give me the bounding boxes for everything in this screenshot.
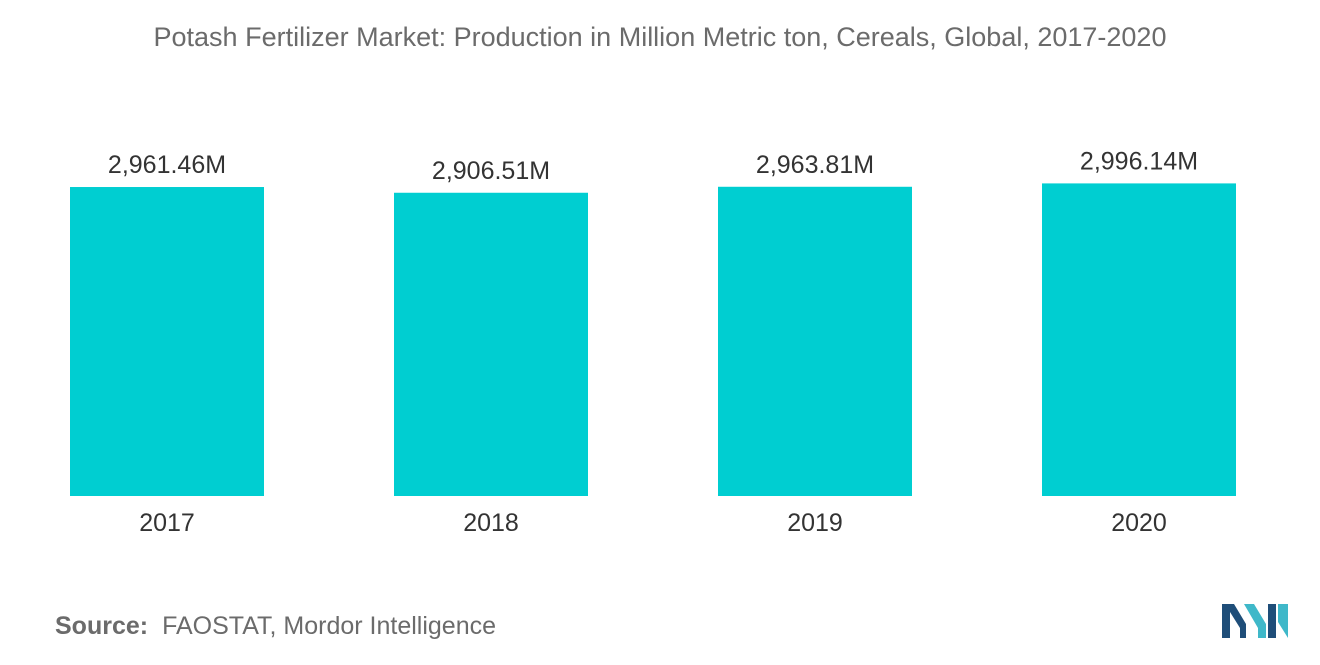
bar-chart: 2,961.46M 2017 2,906.51M 2018 2,963.81M 2019 2… bbox=[70, 147, 1236, 537]
source-text: FAOSTAT, Mordor Intelligence bbox=[162, 612, 497, 640]
x-tick-label-2019: 2019 bbox=[787, 509, 843, 537]
x-tick-label-2020: 2020 bbox=[1111, 509, 1167, 537]
source-note: Source: FAOSTAT, Mordor Intelligence bbox=[55, 612, 496, 641]
value-label-2017: 2,961.46M bbox=[108, 151, 226, 179]
chart-title: Potash Fertilizer Market: Production in … bbox=[153, 22, 1167, 52]
bars-layer bbox=[70, 183, 1236, 497]
bar-2020 bbox=[1042, 183, 1236, 497]
value-label-2018: 2,906.51M bbox=[432, 157, 550, 185]
value-label-2019: 2,963.81M bbox=[756, 151, 874, 179]
x-tick-label-2018: 2018 bbox=[463, 509, 519, 537]
source-label: Source: bbox=[55, 612, 149, 640]
bar-2018 bbox=[394, 192, 588, 496]
x-tick-label-2017: 2017 bbox=[139, 509, 195, 537]
mordor-intelligence-logo-icon bbox=[1222, 604, 1288, 638]
value-label-2020: 2,996.14M bbox=[1080, 147, 1198, 175]
labels-layer: 2,961.46M 2017 2,906.51M 2018 2,963.81M 2019 2… bbox=[108, 147, 1198, 537]
bar-2019 bbox=[718, 186, 912, 496]
bar-2017 bbox=[70, 187, 264, 497]
